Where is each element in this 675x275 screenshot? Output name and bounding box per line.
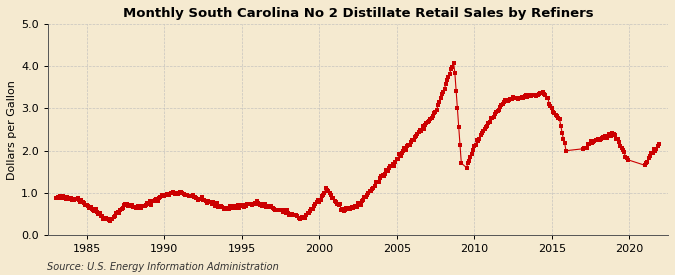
Y-axis label: Dollars per Gallon: Dollars per Gallon bbox=[7, 80, 17, 180]
Title: Monthly South Carolina No 2 Distillate Retail Sales by Refiners: Monthly South Carolina No 2 Distillate R… bbox=[123, 7, 593, 20]
Text: Source: U.S. Energy Information Administration: Source: U.S. Energy Information Administ… bbox=[47, 262, 279, 272]
